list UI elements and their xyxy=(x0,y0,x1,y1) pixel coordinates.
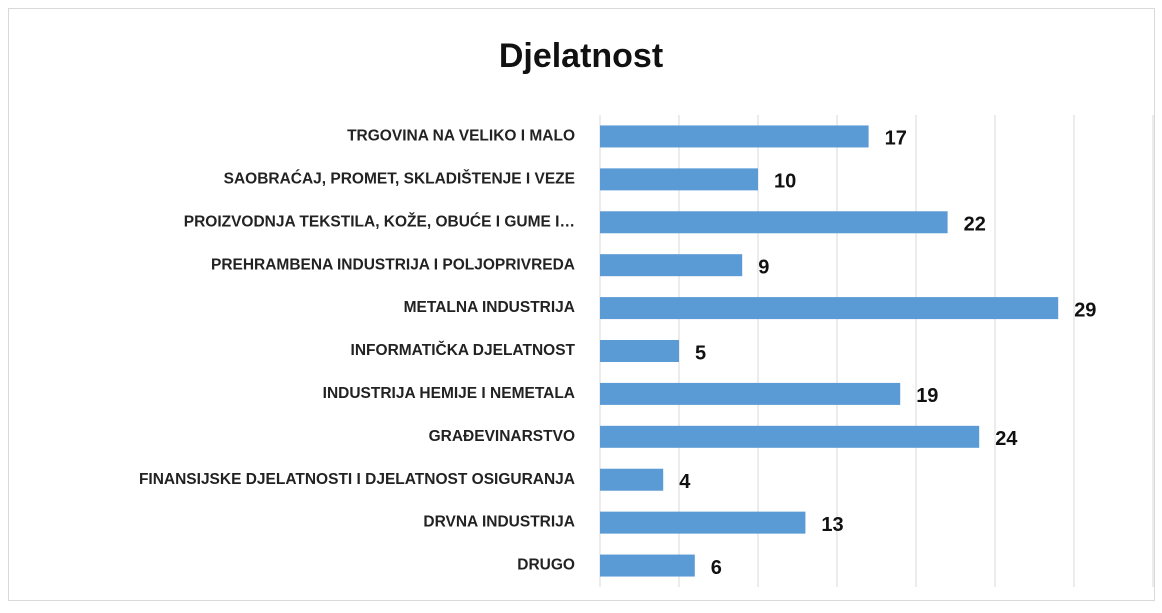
bar xyxy=(600,297,1059,320)
value-label: 10 xyxy=(774,171,796,193)
y-tick-label: TRGOVINA NA VELIKO I MALO xyxy=(347,128,575,145)
value-label: 22 xyxy=(964,214,986,236)
value-label: 6 xyxy=(711,557,722,579)
value-label: 19 xyxy=(916,385,938,407)
y-tick-label: FINANSIJSKE DJELATNOSTI I DJELATNOST OSI… xyxy=(139,471,575,488)
bar xyxy=(600,125,869,148)
bar xyxy=(600,382,901,405)
value-label: 4 xyxy=(679,471,691,493)
chart-title: Djelatnost xyxy=(499,37,663,75)
y-tick-label: DRUGO xyxy=(517,557,575,574)
value-label: 17 xyxy=(885,128,907,150)
bar xyxy=(600,511,806,534)
bar xyxy=(600,340,679,362)
y-tick-label: GRAĐEVINARSTVO xyxy=(429,428,575,445)
y-tick-label: INDUSTRIJA HEMIJE I NEMETALA xyxy=(323,385,575,402)
value-label: 13 xyxy=(821,514,843,536)
value-label: 24 xyxy=(995,428,1018,450)
y-tick-label: METALNA INDUSTRIJA xyxy=(404,299,575,316)
y-tick-label: INFORMATIČKA DJELATNOST xyxy=(351,341,576,359)
bar xyxy=(600,211,948,234)
bar xyxy=(600,554,695,577)
value-label: 29 xyxy=(1074,299,1096,321)
y-tick-label: PROIZVODNJA TEKSTILA, KOŽE, OBUĆE I GUME… xyxy=(184,212,575,230)
bar xyxy=(600,168,758,191)
bar xyxy=(600,254,743,277)
value-label: 9 xyxy=(758,256,769,278)
bar xyxy=(600,468,664,491)
y-tick-label: PREHRAMBENA INDUSTRIJA I POLJOPRIVREDA xyxy=(211,256,575,273)
value-label: 5 xyxy=(695,342,706,364)
y-tick-label: SAOBRAĆAJ, PROMET, SKLADIŠTENJE I VEZE xyxy=(224,169,575,187)
bar xyxy=(600,425,980,448)
y-tick-label: DRVNA INDUSTRIJA xyxy=(423,514,575,531)
